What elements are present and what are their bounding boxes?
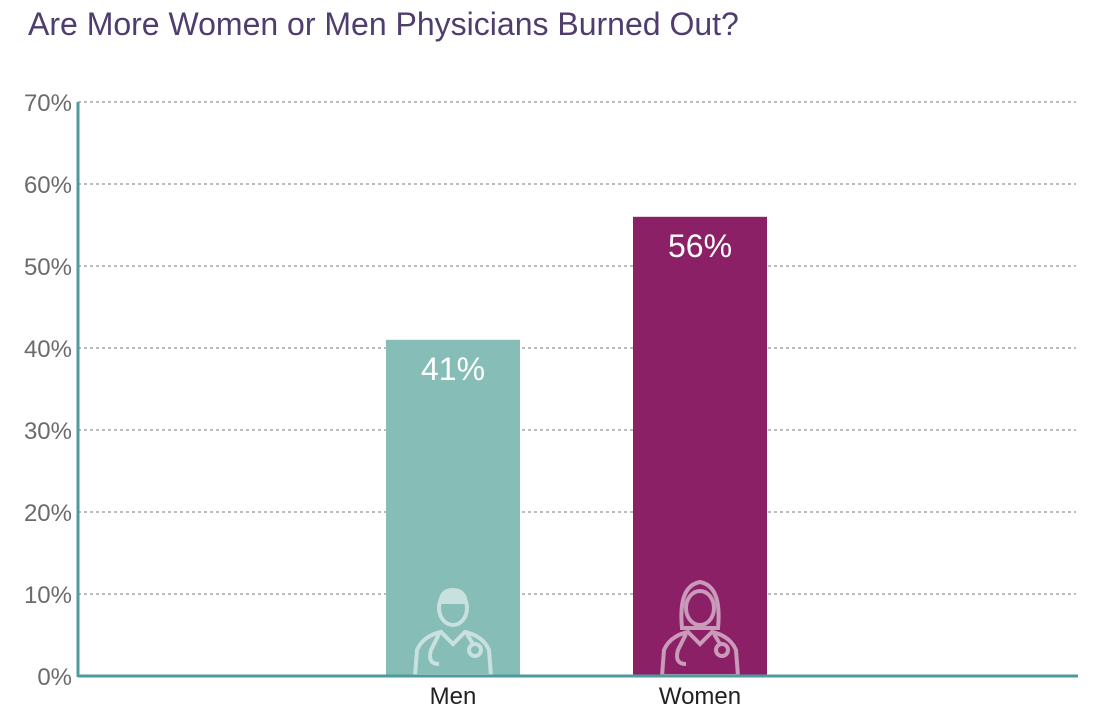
chart-title: Are More Women or Men Physicians Burned … — [28, 6, 739, 42]
female-doctor-icon — [659, 579, 741, 678]
x-tick-label: Men — [430, 683, 477, 710]
y-tick-label: 10% — [24, 582, 72, 609]
y-tick-label: 50% — [24, 254, 72, 281]
data-label: 56% — [668, 228, 732, 264]
y-tick-label: 0% — [37, 664, 72, 691]
male-doctor-icon — [412, 588, 494, 678]
y-tick-label: 40% — [24, 336, 72, 363]
y-tick-label: 70% — [24, 90, 72, 117]
y-tick-label: 20% — [24, 500, 72, 527]
data-label: 41% — [421, 351, 485, 387]
y-tick-label: 60% — [24, 172, 72, 199]
y-tick-label: 30% — [24, 418, 72, 445]
bar-women — [633, 216, 767, 677]
x-tick-label: Women — [659, 683, 741, 710]
bar-men — [386, 339, 520, 676]
